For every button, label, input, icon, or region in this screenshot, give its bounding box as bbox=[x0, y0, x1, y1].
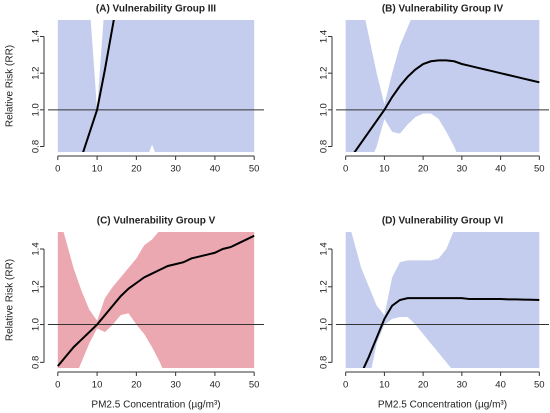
x-tick-label: 50 bbox=[534, 164, 545, 175]
plot-area bbox=[48, 232, 264, 368]
x-tick-label: 50 bbox=[249, 164, 260, 175]
x-tick-label: 20 bbox=[131, 164, 142, 175]
panel-title: (A) Vulnerability Group III bbox=[96, 4, 216, 15]
y-tick-label: 1.2 bbox=[319, 280, 330, 293]
x-tick-label: 10 bbox=[92, 380, 103, 391]
panel-title: (B) Vulnerability Group IV bbox=[382, 4, 504, 15]
y-tick-label: 1.2 bbox=[31, 67, 42, 80]
x-axis-label: PM2.5 Concentration (µg/m³) bbox=[378, 400, 507, 411]
x-tick-label: 10 bbox=[379, 380, 390, 391]
x-tick-label: 0 bbox=[55, 164, 60, 175]
y-tick-label: 1.0 bbox=[31, 103, 42, 116]
x-tick-label: 40 bbox=[210, 164, 221, 175]
x-tick-label: 40 bbox=[495, 164, 506, 175]
y-tick-label: 1.2 bbox=[319, 67, 330, 80]
y-tick-label: 0.8 bbox=[31, 356, 42, 369]
confidence-band bbox=[345, 232, 540, 368]
x-tick-label: 10 bbox=[92, 164, 103, 175]
plot-area bbox=[48, 20, 264, 152]
confidence-band bbox=[345, 20, 540, 152]
x-tick-label: 20 bbox=[418, 164, 429, 175]
x-tick-label: 20 bbox=[418, 380, 429, 391]
y-tick-label: 1.4 bbox=[319, 242, 330, 255]
x-tick-label: 50 bbox=[534, 380, 545, 391]
curve bbox=[353, 59, 540, 152]
x-tick-label: 40 bbox=[495, 380, 506, 391]
panel: 0 10 20 30 40 50 0.8 1.0 1.2 1.4 (A) Vulnerability… bbox=[5, 4, 264, 175]
y-tick-label: 0.8 bbox=[31, 140, 42, 153]
plot-area bbox=[336, 20, 549, 152]
y-tick-label: 0.8 bbox=[319, 140, 330, 153]
panel: 0 10 20 30 40 50 0.8 1.0 1.2 1.4 (D) Vulnerability… bbox=[319, 216, 549, 411]
y-tick-label: 1.0 bbox=[319, 318, 330, 331]
y-tick-label: 1.4 bbox=[31, 242, 42, 255]
curve bbox=[362, 297, 540, 368]
x-tick-label: 0 bbox=[343, 380, 348, 391]
x-tick-label: 30 bbox=[457, 164, 468, 175]
y-tick-label: 0.8 bbox=[319, 356, 330, 369]
x-tick-label: 50 bbox=[249, 380, 260, 391]
curve bbox=[82, 20, 115, 152]
x-tick-label: 20 bbox=[131, 380, 142, 391]
y-tick-label: 1.0 bbox=[319, 103, 330, 116]
x-tick-label: 40 bbox=[210, 380, 221, 391]
y-tick-label: 1.2 bbox=[31, 280, 42, 293]
x-tick-label: 30 bbox=[170, 164, 181, 175]
panel: 0 10 20 30 40 50 0.8 1.0 1.2 1.4 (B) Vulnerability… bbox=[319, 4, 549, 175]
plot-area bbox=[336, 232, 549, 368]
y-tick-label: 1.4 bbox=[319, 30, 330, 43]
curve bbox=[57, 234, 255, 367]
x-tick-label: 0 bbox=[55, 380, 60, 391]
y-tick-label: 1.4 bbox=[31, 30, 42, 43]
x-tick-label: 30 bbox=[170, 380, 181, 391]
y-tick-label: 1.0 bbox=[31, 318, 42, 331]
x-tick-label: 30 bbox=[457, 380, 468, 391]
y-axis-label: Relative Risk (RR) bbox=[5, 259, 16, 341]
panel-title: (D) Vulnerability Group VI bbox=[382, 216, 504, 227]
panel-title: (C) Vulnerability Group V bbox=[97, 216, 216, 227]
confidence-band bbox=[57, 232, 255, 368]
x-axis-label: PM2.5 Concentration (µg/m³) bbox=[91, 400, 220, 411]
x-tick-label: 10 bbox=[379, 164, 390, 175]
x-tick-label: 0 bbox=[343, 164, 348, 175]
panel: 0 10 20 30 40 50 0.8 1.0 1.2 1.4 (C) Vulnerability… bbox=[5, 216, 264, 411]
y-axis-label: Relative Risk (RR) bbox=[5, 45, 16, 127]
